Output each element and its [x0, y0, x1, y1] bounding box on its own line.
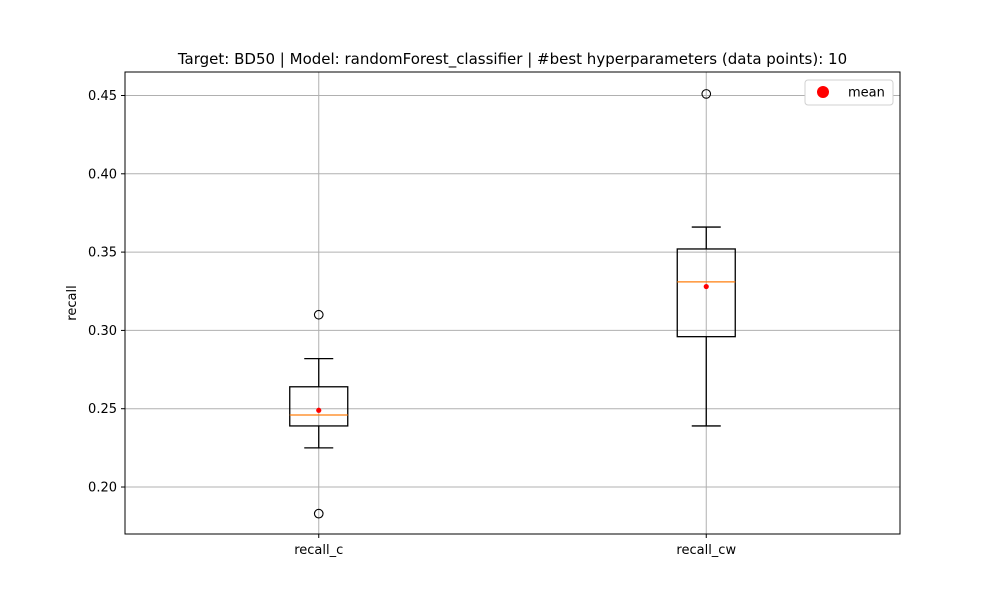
y-axis-ticks: 0.20 0.25 0.30 0.35 0.40 0.45	[88, 89, 125, 496]
mean-marker	[316, 407, 322, 413]
outlier-point	[313, 309, 324, 320]
y-tick-label: 0.25	[88, 402, 117, 417]
y-tick-label: 0.35	[88, 246, 117, 261]
y-axis-label: recall	[65, 285, 80, 320]
grid-lines	[125, 72, 900, 534]
legend-frame	[804, 79, 894, 106]
outlier-point	[701, 89, 712, 99]
legend: mean	[804, 79, 894, 106]
iqr-box	[289, 386, 349, 427]
y-tick-label: 0.30	[88, 324, 117, 339]
legend-mean-marker	[817, 86, 829, 98]
box-recall_cw	[676, 89, 736, 427]
x-axis-ticks: recall_c recall_cw	[294, 534, 736, 558]
chart-title: Target: BD50 | Model: randomForest_class…	[177, 50, 847, 69]
x-tick-label: recall_cw	[676, 543, 736, 558]
y-tick-label: 0.20	[88, 481, 117, 496]
box-recall_c	[289, 309, 349, 519]
y-tick-label: 0.40	[88, 167, 117, 182]
x-tick-label: recall_c	[294, 543, 343, 558]
y-tick-label: 0.45	[88, 89, 117, 104]
iqr-box	[676, 248, 736, 338]
legend-mean-label: mean	[848, 86, 885, 101]
mean-marker	[703, 283, 709, 290]
outlier-point	[313, 508, 324, 519]
box-plots	[289, 89, 736, 519]
plot-area	[124, 71, 901, 535]
